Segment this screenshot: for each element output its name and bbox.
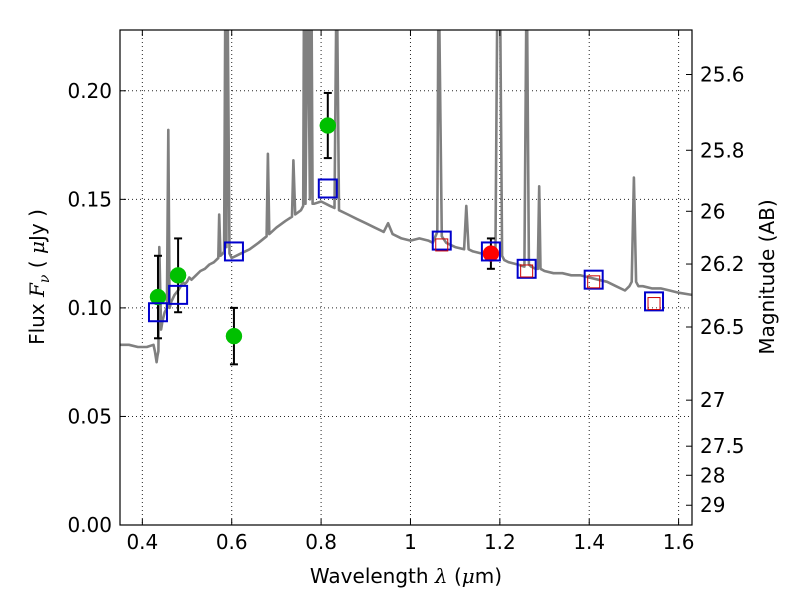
y2-tick-label: 25.6	[700, 63, 745, 87]
y2-tick-label: 26.5	[700, 315, 745, 339]
y2-tick-label: 27.5	[700, 434, 745, 458]
model-point	[147, 302, 168, 323]
data-point	[225, 327, 243, 345]
data-point	[169, 267, 187, 284]
model-point	[644, 291, 665, 312]
y2-tick-label: 27	[700, 388, 725, 412]
data-point	[319, 117, 337, 134]
data-point	[149, 288, 167, 306]
model-point	[317, 178, 338, 199]
model-point	[516, 258, 537, 279]
y2-tick-label: 26	[700, 199, 725, 223]
x-tick-label: 1	[404, 530, 417, 554]
y-axis-title: Flux Fν ( μJy )	[25, 209, 53, 345]
model-point	[480, 241, 501, 262]
plot-frame	[119, 29, 693, 526]
x-axis-title: Wavelength λ (μm)	[310, 564, 502, 588]
y-tick-label: 0.20	[67, 79, 112, 103]
x-tick-label: 1.6	[663, 530, 695, 554]
data-point	[482, 245, 500, 262]
axes: 0.4 0.6 0.8 1 1.2 1.4 1.6 0.00 0.05 0.10 0.15 0.20 2…	[67, 30, 745, 554]
x-tick-label: 1.4	[573, 530, 605, 554]
model-point	[435, 238, 449, 252]
model-point	[583, 269, 604, 290]
model-point	[168, 284, 189, 305]
grid	[120, 30, 692, 526]
y2-tick-label: 26.2	[700, 252, 745, 276]
model-point	[520, 264, 534, 278]
plot-area	[120, 30, 692, 366]
y2-axis-title: Magnitude (AB)	[755, 199, 779, 354]
spectrum-line	[120, 30, 692, 364]
x-tick-label: 0.6	[216, 530, 248, 554]
y2-tick-label: 28	[700, 463, 725, 487]
x-tick-label: 0.8	[305, 530, 337, 554]
model-point	[431, 230, 452, 251]
x-tick-label: 1.2	[484, 530, 516, 554]
y2-tick-label: 25.8	[700, 138, 745, 162]
y-tick-label: 0.10	[67, 296, 112, 320]
model-point	[587, 275, 601, 289]
y-tick-label: 0.15	[67, 187, 112, 211]
x-tick-label: 0.4	[126, 530, 158, 554]
model-point	[223, 241, 244, 262]
y-tick-label: 0.00	[67, 513, 112, 537]
y-tick-label: 0.05	[67, 404, 112, 428]
model-point	[647, 297, 661, 311]
y2-tick-label: 29	[700, 493, 725, 517]
